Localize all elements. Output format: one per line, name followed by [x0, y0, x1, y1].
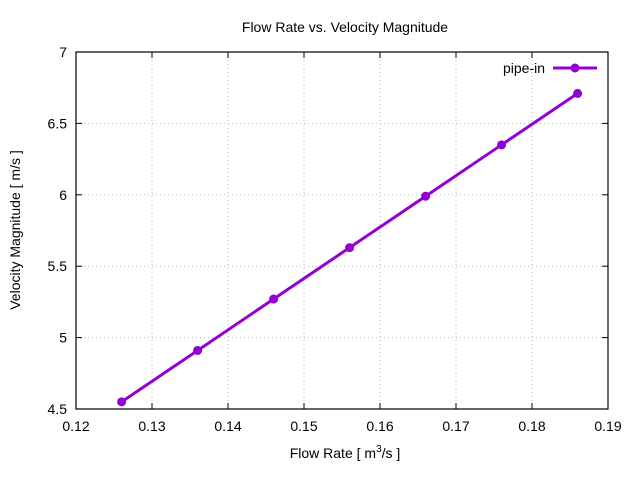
data-point: [193, 345, 203, 355]
data-point: [573, 88, 583, 98]
x-tick-label: 0.17: [442, 418, 469, 434]
x-tick-label: 0.12: [62, 418, 89, 434]
data-point: [345, 243, 355, 253]
data-point: [497, 140, 507, 150]
y-tick-label: 5: [59, 330, 67, 346]
x-tick-label: 0.18: [518, 418, 545, 434]
legend-label: pipe-in: [503, 60, 545, 76]
y-tick-label: 6.5: [48, 115, 68, 131]
chart-title: Flow Rate vs. Velocity Magnitude: [242, 19, 448, 35]
plot-frame: [75, 51, 609, 410]
legend: pipe-in: [503, 60, 597, 76]
x-tick-label: 0.16: [366, 418, 393, 434]
x-axis-label: Flow Rate [ m3/s ]: [290, 444, 401, 461]
y-tick-label: 4.5: [48, 401, 68, 417]
y-tick-label: 7: [59, 44, 67, 60]
data-point: [117, 397, 127, 407]
data-point: [421, 191, 431, 201]
data-point: [269, 294, 279, 304]
legend-marker: [570, 63, 580, 73]
y-tick-label: 5.5: [48, 258, 68, 274]
y-tick-label: 6: [59, 187, 67, 203]
x-tick-label: 0.13: [138, 418, 165, 434]
x-tick-label: 0.19: [594, 418, 621, 434]
x-tick-label: 0.15: [290, 418, 317, 434]
y-axis-label: Velocity Magnitude [ m/s ]: [7, 150, 23, 310]
x-tick-label: 0.14: [214, 418, 241, 434]
